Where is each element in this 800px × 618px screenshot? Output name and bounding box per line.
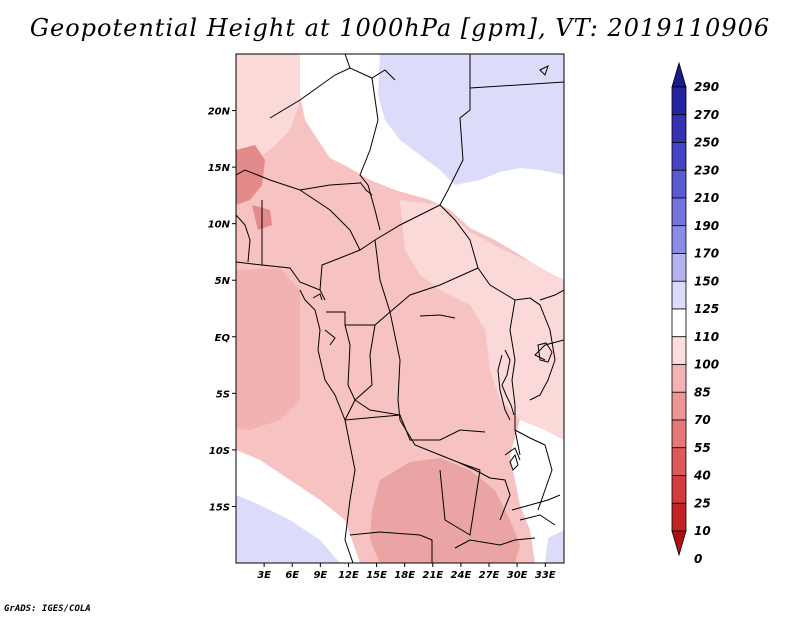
colorbar-arrow-top — [671, 61, 687, 88]
field-red-patch-west — [236, 145, 265, 205]
colorbar-box — [671, 447, 687, 476]
chart-title: Geopotential Height at 1000hPa [gpm], VT… — [29, 14, 771, 42]
colorbar: 2902702502302101901701501251101008570554… — [671, 61, 719, 566]
colorbar-box — [671, 114, 687, 143]
colorbar-level-label: 100 — [694, 358, 719, 372]
lat-tick-label: 5N — [215, 276, 231, 287]
field-light-pink-west — [236, 54, 300, 165]
colorbar-box — [671, 336, 687, 365]
colorbar-box — [671, 502, 687, 532]
colorbar-box — [671, 391, 687, 421]
lon-tick-label: 27E — [479, 570, 500, 581]
longitude-axis: 3E 6E 9E 12E 15E 18E 21E 24E 27E 30E 33E — [257, 563, 556, 581]
lat-tick-label: 10N — [208, 220, 231, 231]
colorbar-level-label: 85 — [694, 385, 711, 399]
colorbar-box — [671, 280, 687, 310]
colorbar-level-label: 250 — [694, 136, 719, 150]
colorbar-box — [671, 225, 687, 254]
field-white-southeast — [510, 420, 564, 563]
lon-tick-label: 12E — [338, 570, 359, 581]
lon-tick-label: 6E — [285, 570, 299, 581]
colorbar-level-label: 40 — [693, 469, 711, 483]
lon-tick-label: 18E — [394, 570, 415, 581]
map-plot[interactable] — [236, 54, 564, 563]
colorbar-arrow-bottom — [671, 530, 687, 557]
field-darker-pink-south — [370, 458, 520, 563]
colorbar-level-label: 210 — [694, 191, 719, 205]
field-blue-southwest — [236, 495, 340, 563]
lon-tick-label: 30E — [507, 570, 528, 581]
lat-tick-label: 15S — [209, 502, 230, 513]
country-borders — [236, 54, 564, 563]
lon-tick-label: 33E — [535, 570, 556, 581]
lon-tick-label: 21E — [422, 570, 443, 581]
plot-frame — [235, 53, 565, 564]
colorbar-box — [671, 308, 687, 338]
colorbar-level-label: 70 — [694, 413, 711, 427]
colorbar-level-label: 270 — [694, 108, 719, 122]
colorbar-level-label: 10 — [694, 524, 711, 538]
colorbar-box — [671, 142, 687, 171]
lat-tick-label: 5S — [216, 389, 230, 400]
lat-tick-label: 10S — [209, 446, 230, 457]
colorbar-box — [671, 253, 687, 282]
colorbar-level-label: 110 — [694, 330, 719, 344]
colorbar-level-label: 170 — [694, 247, 719, 261]
lon-tick-label: 15E — [366, 570, 387, 581]
lon-tick-label: 24E — [451, 570, 472, 581]
field-blue-north — [378, 54, 564, 185]
lat-tick-label: EQ — [215, 333, 231, 344]
colorbar-level-label: 290 — [694, 80, 719, 94]
colorbar-level-label: 55 — [694, 441, 711, 455]
lat-tick-label: 15N — [208, 163, 231, 174]
colorbar-box — [671, 86, 687, 116]
lat-tick-label: 20N — [208, 107, 231, 118]
field-pink-coast-west — [236, 268, 300, 430]
colorbar-level-label: 230 — [694, 163, 719, 177]
field-blue-southeast — [545, 530, 564, 563]
field-light-pink-east — [400, 200, 564, 440]
colorbar-box — [671, 475, 687, 504]
colorbar-level-label: 0 — [694, 552, 702, 566]
lon-tick-label: 3E — [257, 570, 271, 581]
colorbar-level-label: 125 — [694, 302, 719, 316]
colorbar-box — [671, 364, 687, 393]
colorbar-level-label: 190 — [694, 219, 719, 233]
colorbar-box — [671, 419, 687, 449]
grads-credit: GrADS: IGES/COLA — [4, 604, 91, 614]
colorbar-box — [671, 197, 687, 227]
lon-tick-label: 9E — [313, 570, 327, 581]
colorbar-level-label: 150 — [694, 274, 719, 288]
colorbar-box — [671, 169, 687, 199]
latitude-axis: 20N 15N 10N 5N EQ 5S 10S 15S — [208, 107, 236, 513]
colorbar-level-label: 25 — [694, 496, 711, 510]
